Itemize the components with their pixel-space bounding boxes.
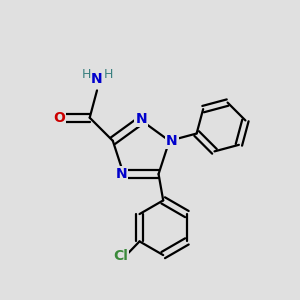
Text: H: H [103,68,113,81]
Text: O: O [53,111,65,125]
Text: Cl: Cl [113,249,128,263]
Text: N: N [166,134,178,148]
Text: N: N [135,112,147,126]
Text: H: H [82,68,91,81]
Text: N: N [116,167,127,181]
Text: N: N [91,71,103,85]
